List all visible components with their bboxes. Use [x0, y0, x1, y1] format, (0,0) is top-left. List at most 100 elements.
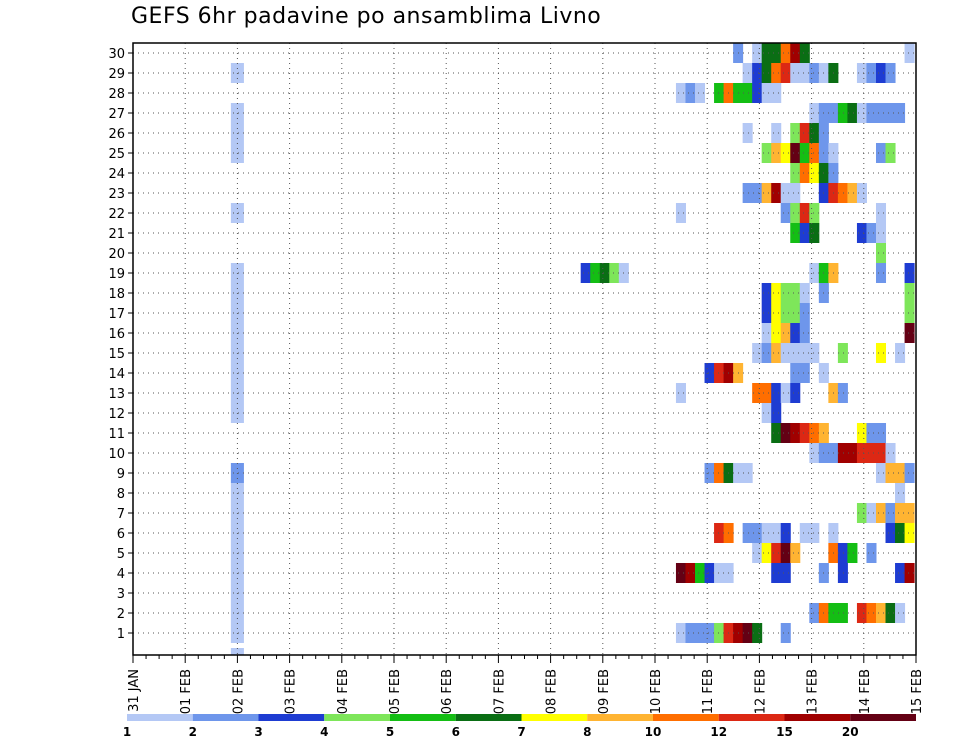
cell	[875, 203, 887, 223]
cell	[780, 43, 791, 63]
y-tick-label: 29	[108, 67, 125, 82]
cell	[904, 283, 915, 303]
cell	[866, 103, 877, 123]
cell	[799, 43, 810, 63]
cell	[780, 623, 791, 643]
cell	[230, 648, 244, 655]
y-tick-label: 6	[117, 527, 125, 542]
cell	[761, 63, 772, 83]
cell	[780, 383, 791, 403]
cell	[809, 63, 820, 83]
x-tick-label: 09 FEB	[597, 669, 612, 714]
cell	[599, 263, 610, 283]
cell	[752, 83, 763, 103]
cell	[856, 603, 867, 623]
cell	[780, 143, 791, 163]
cell	[761, 343, 772, 363]
cell	[799, 323, 810, 343]
cell	[895, 563, 906, 583]
cell	[742, 83, 753, 103]
cell	[580, 263, 591, 283]
cell	[790, 123, 801, 143]
cell	[752, 183, 763, 203]
colorbar-swatch	[455, 714, 522, 721]
x-tick-label: 31 JAN	[127, 669, 142, 712]
cell	[761, 183, 772, 203]
y-tick-label: 10	[108, 447, 125, 462]
cell	[885, 463, 896, 483]
cell	[885, 443, 896, 463]
cell	[790, 43, 801, 63]
colorbar-label: 12	[710, 725, 727, 739]
cell	[752, 383, 763, 403]
x-tick-label: 11 FEB	[701, 669, 716, 714]
cell	[704, 623, 715, 643]
cell	[847, 443, 858, 463]
cell	[714, 523, 725, 543]
cell	[771, 563, 782, 583]
y-tick-label: 1	[117, 627, 125, 642]
cell	[799, 303, 810, 323]
cell	[695, 563, 706, 583]
cell	[809, 263, 820, 283]
cell	[837, 383, 848, 403]
cell	[866, 63, 877, 83]
colorbar-swatch	[258, 714, 325, 721]
y-tick-label: 3	[117, 587, 125, 602]
cell	[752, 63, 763, 83]
x-tick-label: 05 FEB	[388, 669, 403, 714]
x-tick-label: 14 FEB	[858, 669, 873, 714]
cell	[895, 503, 906, 523]
colorbar-label: 6	[452, 725, 460, 739]
y-tick-label: 15	[108, 347, 125, 362]
cell	[771, 323, 782, 343]
cell	[809, 423, 820, 443]
cell	[780, 283, 791, 303]
colorbar-label: 5	[386, 725, 394, 739]
cell	[885, 503, 896, 523]
cell	[790, 323, 801, 343]
cell	[695, 623, 706, 643]
cell	[875, 423, 887, 443]
colorbar-swatch	[192, 714, 259, 721]
x-tick-label: 10 FEB	[649, 669, 664, 714]
cell	[837, 603, 848, 623]
cell	[904, 463, 915, 483]
cell	[704, 463, 715, 483]
x-tick-label: 15 FEB	[910, 669, 925, 714]
cell	[771, 183, 782, 203]
cell	[780, 423, 791, 443]
cell	[809, 143, 820, 163]
colorbar-label: 2	[189, 725, 197, 739]
x-tick-label: 12 FEB	[753, 669, 768, 714]
y-tick-label: 5	[117, 547, 125, 562]
cell	[875, 143, 887, 163]
cell	[904, 563, 915, 583]
cell	[856, 223, 867, 243]
cell	[809, 603, 820, 623]
colorbar-label: 20	[842, 725, 859, 739]
x-tick-label: 02 FEB	[231, 669, 246, 714]
cell	[742, 183, 753, 203]
cell	[790, 203, 801, 223]
cell	[790, 423, 801, 443]
cell	[885, 603, 896, 623]
y-tick-label: 26	[108, 127, 125, 142]
cell	[790, 383, 801, 403]
cell	[761, 143, 772, 163]
cell	[752, 343, 763, 363]
cell	[609, 263, 620, 283]
cell	[847, 103, 858, 123]
y-tick-label: 2	[117, 607, 125, 622]
cell	[790, 223, 801, 243]
cell	[714, 623, 725, 643]
cell	[809, 443, 820, 463]
cell	[771, 523, 782, 543]
cell	[752, 523, 763, 543]
cell	[771, 343, 782, 363]
y-tick-label: 16	[108, 327, 125, 342]
cell	[904, 263, 915, 283]
cell	[895, 103, 906, 123]
cell	[742, 463, 753, 483]
cell	[904, 523, 915, 543]
